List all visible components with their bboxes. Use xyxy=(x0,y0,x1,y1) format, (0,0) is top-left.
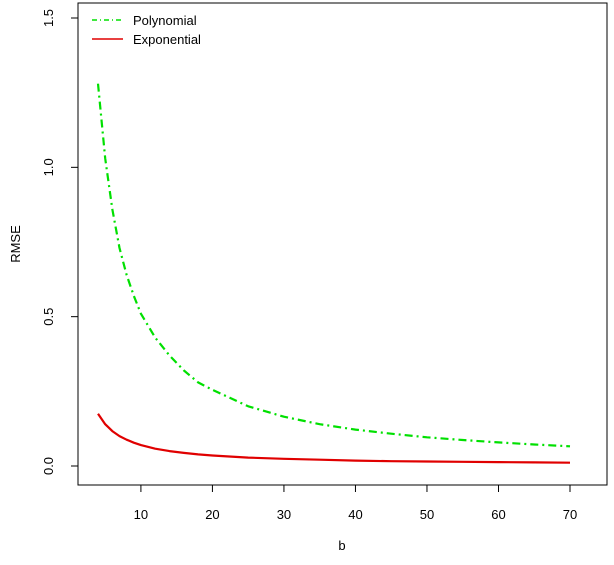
legend-label-exponential: Exponential xyxy=(133,32,201,47)
x-tick-label: 10 xyxy=(134,507,148,522)
series-exponential-line xyxy=(97,413,571,464)
x-tick-label: 40 xyxy=(348,507,362,522)
series-polynomial-line xyxy=(96,83,571,448)
y-tick-label: 0.0 xyxy=(41,457,56,475)
series-layer xyxy=(96,83,571,464)
legend: Polynomial Exponential xyxy=(92,13,201,47)
x-axis: 10 20 30 40 50 60 70 xyxy=(134,484,577,522)
y-axis: 0.0 0.5 1.0 1.5 xyxy=(41,9,79,475)
y-tick-label: 1.5 xyxy=(41,9,56,27)
x-tick-label: 70 xyxy=(563,507,577,522)
y-axis-label: RMSE xyxy=(8,225,23,263)
x-tick-label: 50 xyxy=(420,507,434,522)
x-tick-label: 60 xyxy=(491,507,505,522)
x-tick-label: 30 xyxy=(277,507,291,522)
y-tick-label: 0.5 xyxy=(41,308,56,326)
legend-label-polynomial: Polynomial xyxy=(133,13,197,28)
x-axis-label: b xyxy=(338,538,345,553)
x-tick-label: 20 xyxy=(205,507,219,522)
plot-frame xyxy=(77,2,608,486)
y-tick-label: 1.0 xyxy=(41,158,56,176)
